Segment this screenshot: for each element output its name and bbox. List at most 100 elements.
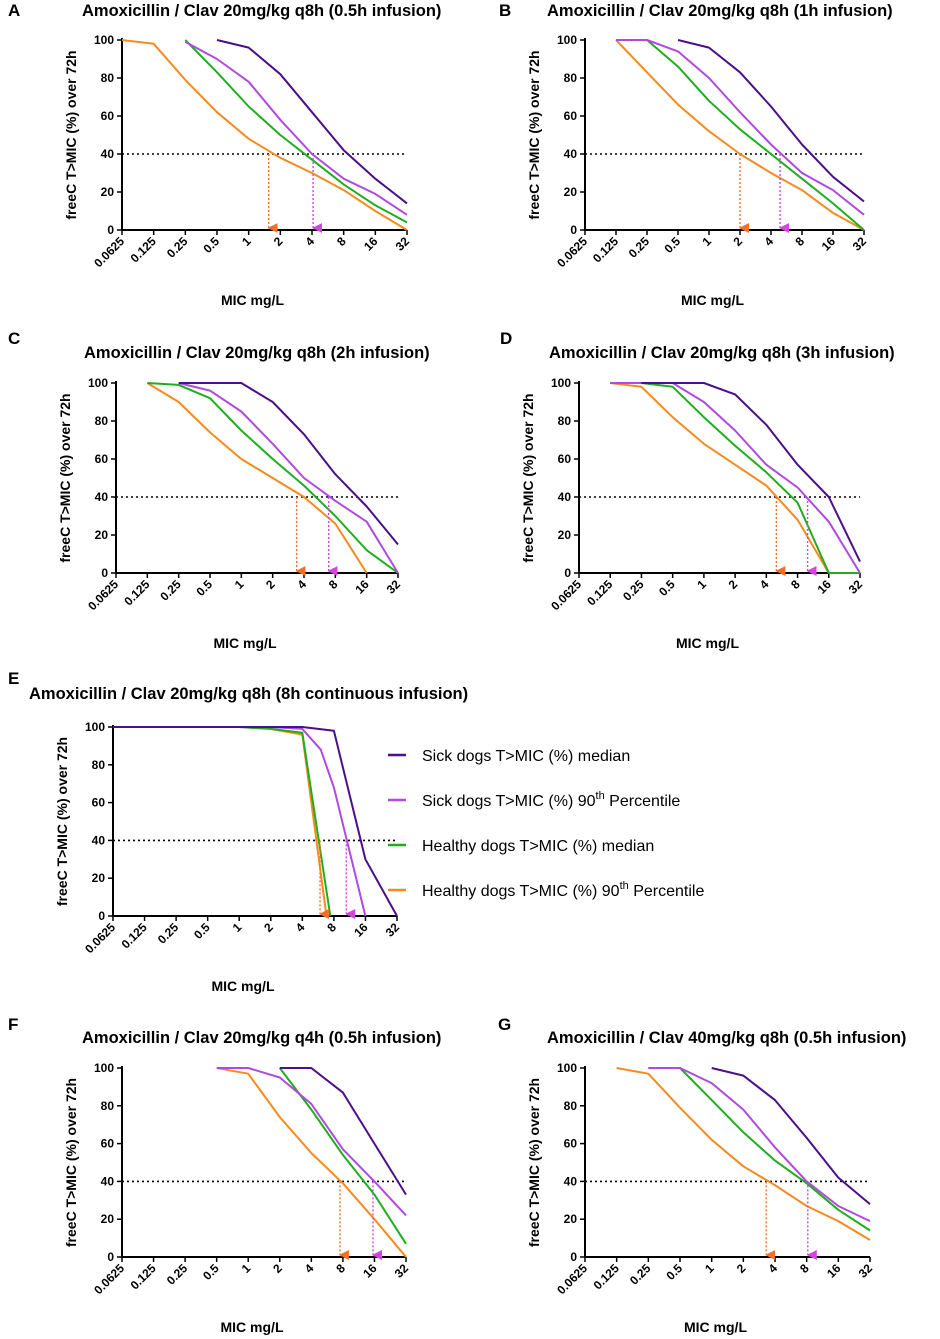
y-tick-label: 0 (570, 223, 577, 237)
y-axis-label: freeC T>MIC (%) over 72h (520, 393, 536, 562)
chart-title: Amoxicillin / Clav 20mg/kg q8h (2h infus… (84, 344, 430, 362)
series-line-healthy-p90 (121, 39, 408, 231)
x-tick-label: 4 (761, 234, 776, 249)
panel-letter: D (500, 329, 512, 348)
x-tick-label: 32 (383, 920, 403, 940)
x-tick-label: 1 (239, 234, 254, 249)
y-tick-label: 60 (95, 452, 109, 466)
x-tick-label: 0.25 (626, 234, 653, 261)
y-tick-label: 40 (101, 147, 115, 161)
y-axis-label: freeC T>MIC (%) over 72h (526, 50, 542, 219)
x-tick-label: 0.5 (200, 1261, 222, 1283)
chart-panel-c: C Amoxicillin / Clav 20mg/kg q8h (2h infu… (8, 329, 430, 651)
panel-letter: E (8, 669, 19, 688)
x-tick-label: 0.125 (590, 234, 621, 265)
y-tick-label: 60 (92, 796, 106, 810)
legend-item-sick-median: Sick dogs T>MIC (%) median (388, 748, 630, 765)
x-tick-label: 2 (263, 577, 278, 592)
legend-label: Sick dogs T>MIC (%) 90th Percentile (422, 790, 680, 810)
series-line-sick-median (216, 39, 408, 205)
series-line-sick-median (677, 39, 865, 203)
x-tick-label: 0.5 (193, 577, 215, 599)
x-tick-label: 0.125 (591, 1261, 622, 1292)
y-tick-label: 80 (564, 71, 578, 85)
x-tick-label: 0.0625 (91, 1261, 127, 1297)
y-tick-label: 100 (94, 33, 114, 47)
series-line-sick-median (641, 382, 861, 563)
x-tick-label: 32 (846, 577, 866, 597)
x-tick-label: 2 (734, 1261, 749, 1276)
series-line-sick-median (178, 382, 399, 546)
y-axis-label: freeC T>MIC (%) over 72h (63, 1078, 79, 1247)
x-tick-label: 8 (334, 234, 349, 249)
x-tick-label: 0.0625 (548, 577, 584, 613)
series-line-healthy-p90 (615, 39, 865, 231)
chart-title: Amoxicillin / Clav 20mg/kg q4h (0.5h inf… (82, 1029, 441, 1047)
y-axis-label: freeC T>MIC (%) over 72h (54, 737, 70, 906)
y-tick-label: 20 (101, 185, 115, 199)
series-line-healthy-median (147, 382, 399, 574)
x-tick-label: 1 (230, 920, 245, 935)
y-axis-label: freeC T>MIC (%) over 72h (57, 393, 73, 562)
legend-label: Healthy dogs T>MIC (%) 90th Percentile (422, 880, 704, 900)
series-line-sick-median (279, 1067, 407, 1196)
legend-label: Healthy dogs T>MIC (%) median (422, 838, 654, 855)
legend-label: Sick dogs T>MIC (%) median (422, 748, 630, 765)
x-tick-label: 0.0625 (91, 234, 127, 270)
x-tick-label: 16 (351, 920, 371, 940)
series-line-sick-p90 (178, 382, 399, 574)
series-line-sick-p90 (610, 382, 861, 574)
series-line-sick-p90 (216, 1067, 407, 1217)
chart-title: Amoxicillin / Clav 20mg/kg q8h (0.5h inf… (82, 2, 441, 20)
x-tick-label: 0.125 (128, 234, 159, 265)
x-tick-label: 2 (730, 234, 745, 249)
series-line-healthy-median (679, 1067, 871, 1232)
x-tick-label: 0.125 (128, 1261, 159, 1292)
chart-panel-g: G Amoxicillin / Clav 40mg/kg q8h (0.5h in… (498, 1015, 906, 1335)
y-tick-label: 20 (558, 528, 572, 542)
series-line-healthy-median (113, 726, 332, 917)
series-line-sick-p90 (113, 726, 367, 917)
y-tick-label: 40 (558, 490, 572, 504)
x-tick-label: 4 (302, 1261, 317, 1276)
x-tick-label: 16 (819, 234, 839, 254)
series-line-healthy-p90 (146, 382, 368, 574)
y-tick-label: 60 (101, 109, 115, 123)
y-tick-label: 100 (94, 1061, 114, 1075)
panel-letter: G (498, 1015, 511, 1034)
x-tick-label: 0.25 (627, 1261, 654, 1288)
series-line-healthy-median (610, 382, 860, 574)
series-line-sick-median (113, 726, 398, 917)
legend: Sick dogs T>MIC (%) median Sick dogs T>MI… (388, 748, 704, 900)
x-tick-label: 8 (333, 1261, 348, 1276)
x-tick-label: 16 (824, 1261, 844, 1281)
y-tick-label: 60 (564, 1137, 578, 1151)
x-tick-label: 32 (393, 234, 413, 254)
y-tick-label: 80 (95, 414, 109, 428)
y-tick-label: 40 (95, 490, 109, 504)
x-tick-label: 32 (392, 1261, 412, 1281)
x-tick-label: 4 (294, 577, 309, 592)
y-tick-label: 80 (558, 414, 572, 428)
y-tick-label: 0 (101, 566, 108, 580)
y-tick-label: 80 (564, 1099, 578, 1113)
x-tick-label: 32 (856, 1261, 876, 1281)
legend-item-healthy-p90: Healthy dogs T>MIC (%) 90th Percentile (388, 880, 704, 900)
series-line-sick-p90 (648, 1067, 871, 1223)
y-tick-label: 0 (107, 223, 114, 237)
x-tick-label: 0.125 (121, 577, 152, 608)
y-tick-label: 100 (85, 720, 105, 734)
x-tick-label: 1 (232, 577, 247, 592)
x-tick-label: 4 (293, 920, 308, 935)
y-tick-label: 0 (98, 909, 105, 923)
y-tick-label: 0 (570, 1250, 577, 1264)
x-tick-label: 2 (270, 1261, 285, 1276)
y-tick-label: 80 (101, 1099, 115, 1113)
x-tick-label: 1 (694, 577, 709, 592)
x-tick-label: 0.5 (656, 577, 678, 599)
x-tick-label: 1 (699, 234, 714, 249)
chart-panel-f: F Amoxicillin / Clav 20mg/kg q4h (0.5h in… (8, 1015, 441, 1335)
y-axis-label: freeC T>MIC (%) over 72h (526, 1078, 542, 1247)
y-tick-label: 20 (564, 185, 578, 199)
x-tick-label: 0.125 (119, 920, 150, 951)
